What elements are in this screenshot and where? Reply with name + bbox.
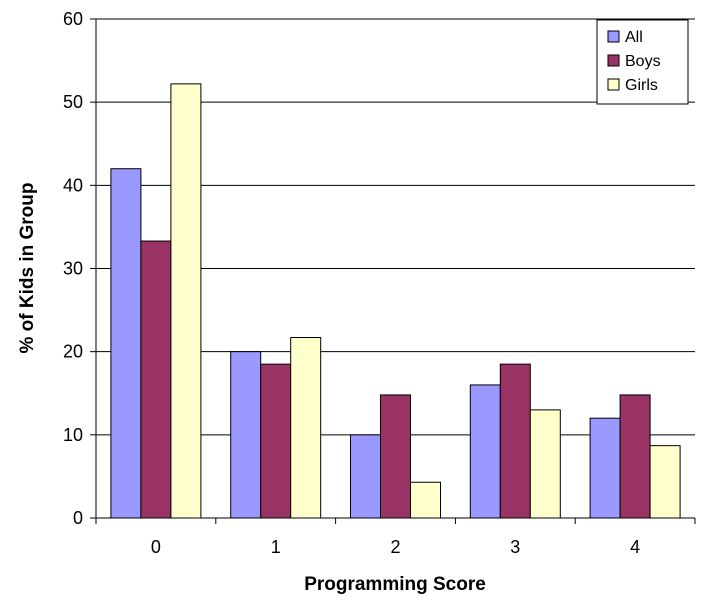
y-tick-label: 10 [63,425,83,445]
bar-all-3 [469,384,501,519]
legend-label-boys: Boys [625,53,661,70]
y-tick-label: 30 [63,259,83,279]
bar-boys-0 [140,240,172,519]
legend-label-girls: Girls [625,77,658,94]
y-axis-label: % of Kids in Group [17,183,38,354]
x-tick-label: 1 [271,537,281,557]
y-axis-ticks: 0 10 20 30 40 50 60 [63,9,96,528]
legend: All Boys Girls [596,19,689,105]
bar-boys-4 [619,394,651,519]
x-tick-label: 0 [151,537,161,557]
y-tick-label: 20 [63,342,83,362]
bar-boys-2 [380,394,411,519]
x-tick-label: 3 [510,537,520,557]
bar-girls-2 [410,481,441,519]
bar-boys-3 [499,363,531,519]
legend-swatch-all [607,30,620,43]
bar-all-2 [350,434,381,519]
y-tick-label: 40 [63,175,83,195]
bar-girls-4 [649,445,681,519]
bar-girls-0 [170,83,202,519]
bars [110,83,681,519]
bar-boys-1 [260,363,292,519]
x-tick-label: 4 [630,537,640,557]
bar-girls-1 [290,337,322,519]
bar-all-1 [230,351,262,519]
x-tick-label: 2 [390,537,400,557]
bar-all-4 [589,417,621,519]
y-tick-label: 0 [73,508,83,528]
bar-all-0 [110,168,142,519]
y-tick-label: 50 [63,92,83,112]
y-tick-label: 60 [63,9,83,29]
bar-girls-3 [529,409,561,519]
x-axis-ticks: 0 1 2 3 4 [95,518,696,557]
legend-label-all: All [625,29,643,46]
legend-swatch-boys [607,54,620,67]
x-axis-label: Programming Score [304,574,486,595]
legend-swatch-girls [607,78,620,91]
